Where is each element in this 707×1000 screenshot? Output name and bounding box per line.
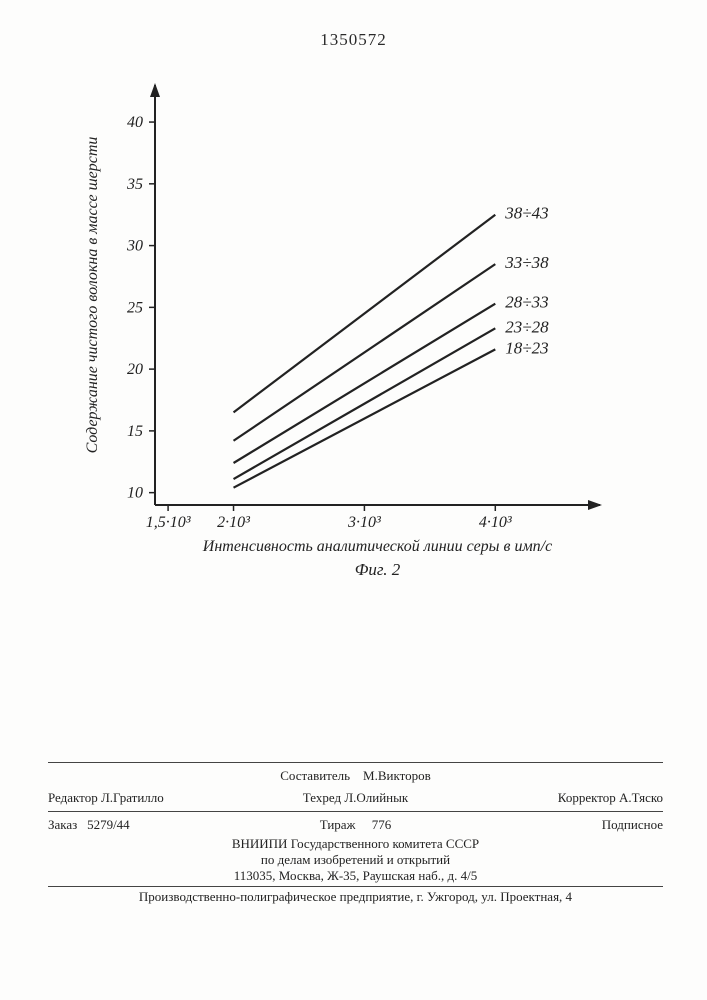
- tech-role: Техред: [303, 790, 341, 805]
- chart-svg: 10 15 20 25 30 35 40 1,5·10³ 2·10³ 3·10³ 4·10³ 38÷4…: [60, 70, 620, 600]
- series-label: 23÷28: [505, 317, 549, 336]
- x-axis-label: Интенсивность аналитической линии серы в…: [202, 538, 552, 555]
- series-label: 33÷38: [504, 253, 549, 272]
- document-number: 1350572: [0, 30, 707, 50]
- chart-figure: 10 15 20 25 30 35 40 1,5·10³ 2·10³ 3·10³ 4·10³ 38÷4…: [60, 70, 620, 600]
- y-tick-label: 10: [127, 485, 143, 502]
- x-tick-label: 2·10³: [217, 514, 250, 531]
- x-axis-arrow: [588, 500, 602, 510]
- figure-caption: Фиг. 2: [355, 560, 401, 579]
- order-value: 5279/44: [87, 817, 130, 832]
- order-label: Заказ: [48, 817, 77, 832]
- tirazh-value: 776: [372, 817, 392, 832]
- org-line-2: по делам изобретений и открытий: [48, 852, 663, 868]
- org-line-1: ВНИИПИ Государственного комитета СССР: [48, 836, 663, 852]
- series-line: [234, 264, 496, 441]
- y-tick-label: 20: [127, 361, 143, 378]
- y-axis-arrow: [150, 83, 160, 97]
- series-label: 18÷23: [505, 338, 548, 357]
- printer-line: Производственно-полиграфическое предприя…: [48, 889, 663, 905]
- y-tick-label: 15: [127, 423, 143, 440]
- y-axis-label: Содержание чистого волокна в массе шерст…: [84, 137, 101, 454]
- y-tick-label: 40: [127, 114, 143, 131]
- series-line: [234, 349, 496, 487]
- compiler-name: М.Викторов: [363, 768, 431, 783]
- org-address: 113035, Москва, Ж-35, Раушская наб., д. …: [48, 868, 663, 884]
- tech-name: Л.Олийнык: [344, 790, 408, 805]
- y-tick-label: 30: [126, 238, 143, 255]
- x-tick-label: 1,5·10³: [146, 514, 191, 531]
- tirazh-label: Тираж: [320, 817, 356, 832]
- editor-role: Редактор: [48, 790, 98, 805]
- corr-role: Корректор: [558, 790, 616, 805]
- y-tick-label: 25: [127, 299, 143, 316]
- x-tick-label: 3·10³: [347, 514, 381, 531]
- y-tick-label: 35: [126, 176, 143, 193]
- subscription: Подписное: [602, 817, 663, 832]
- series-label: 38÷43: [504, 204, 548, 223]
- editor-name: Л.Гратилло: [101, 790, 164, 805]
- series-label: 28÷33: [505, 293, 548, 312]
- compiler-role: Составитель: [280, 768, 350, 783]
- series-line: [234, 328, 496, 479]
- x-tick-label: 4·10³: [479, 514, 512, 531]
- footer-block: Составитель М.Викторов Редактор Л.Гратил…: [48, 760, 663, 905]
- corr-name: А.Тяско: [619, 790, 663, 805]
